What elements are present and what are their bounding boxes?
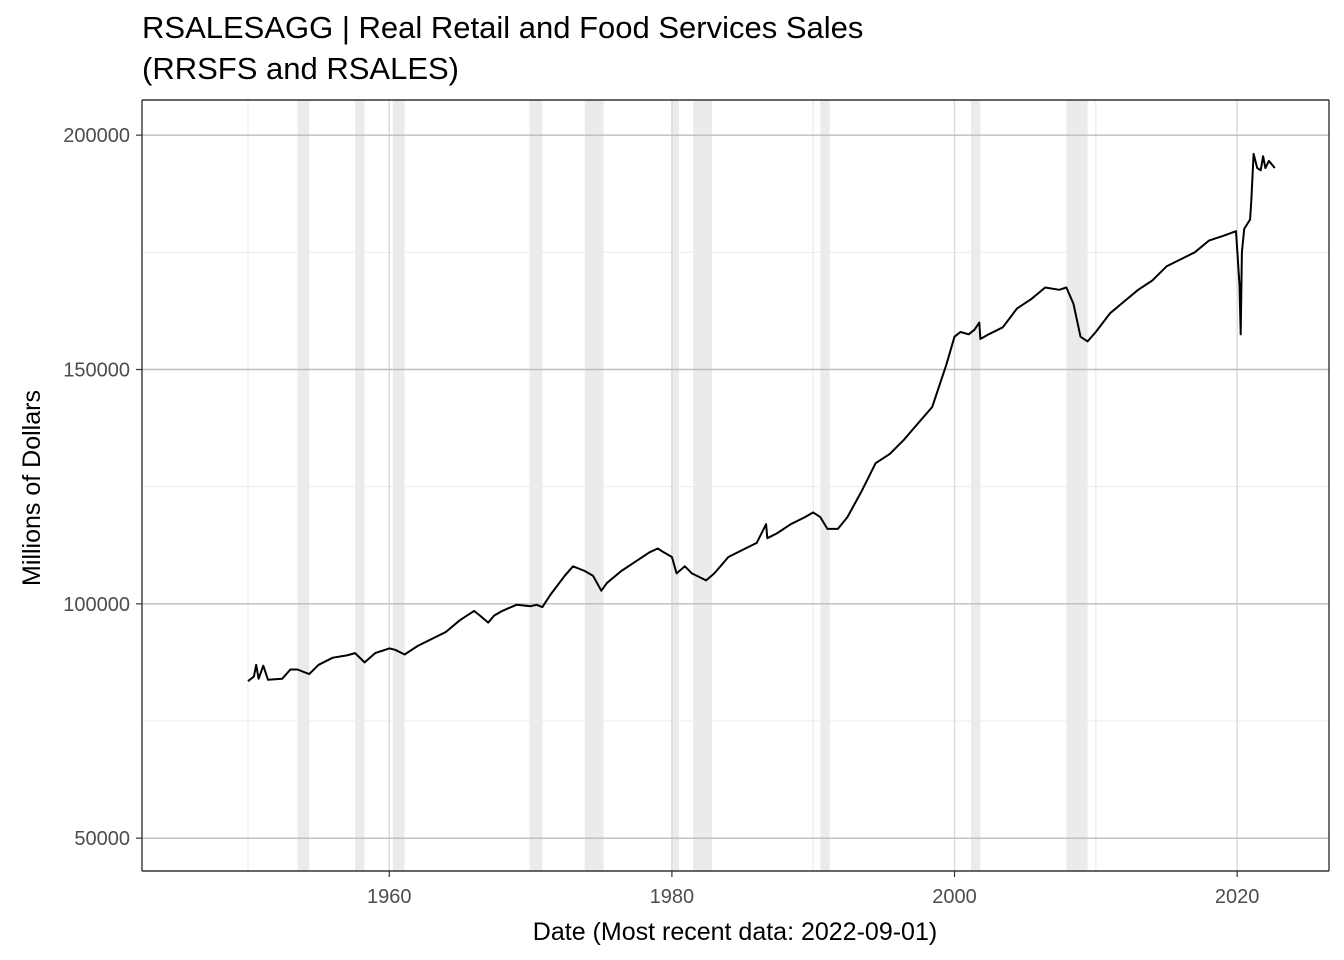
y-tick-label: 200000 bbox=[63, 125, 130, 147]
recession-band bbox=[971, 100, 981, 871]
x-axis-title: Date (Most recent data: 2022-09-01) bbox=[533, 918, 937, 946]
chart-title: RSALESAGG | Real Retail and Food Service… bbox=[142, 10, 864, 45]
y-tick-label: 50000 bbox=[74, 828, 130, 850]
y-tick-label: 100000 bbox=[63, 594, 130, 616]
recession-band bbox=[671, 100, 679, 871]
recession-band bbox=[355, 100, 365, 871]
y-tick-label: 150000 bbox=[63, 359, 130, 381]
x-tick-label: 2000 bbox=[932, 886, 977, 908]
chart-title-line2: (RRSFS and RSALES) bbox=[142, 51, 459, 86]
recession-band bbox=[392, 100, 405, 871]
series-lines bbox=[247, 152, 1276, 682]
x-tick-label: 1960 bbox=[367, 886, 412, 908]
gridlines bbox=[142, 100, 1329, 871]
axes: 50000 100000 150000 200000 1960 1980 2000 2020 bbox=[63, 99, 1330, 908]
x-tick-label: 2020 bbox=[1215, 886, 1260, 908]
recession-band bbox=[693, 100, 712, 871]
series-line bbox=[247, 152, 1276, 682]
recession-band bbox=[584, 100, 604, 871]
recession-band bbox=[820, 100, 830, 871]
recession-bands bbox=[297, 100, 1088, 871]
x-tick-label: 1980 bbox=[650, 886, 695, 908]
y-axis-title: Millions of Dollars bbox=[18, 390, 46, 586]
recession-band bbox=[1066, 100, 1088, 871]
recession-band bbox=[297, 100, 310, 871]
recession-band bbox=[529, 100, 543, 871]
